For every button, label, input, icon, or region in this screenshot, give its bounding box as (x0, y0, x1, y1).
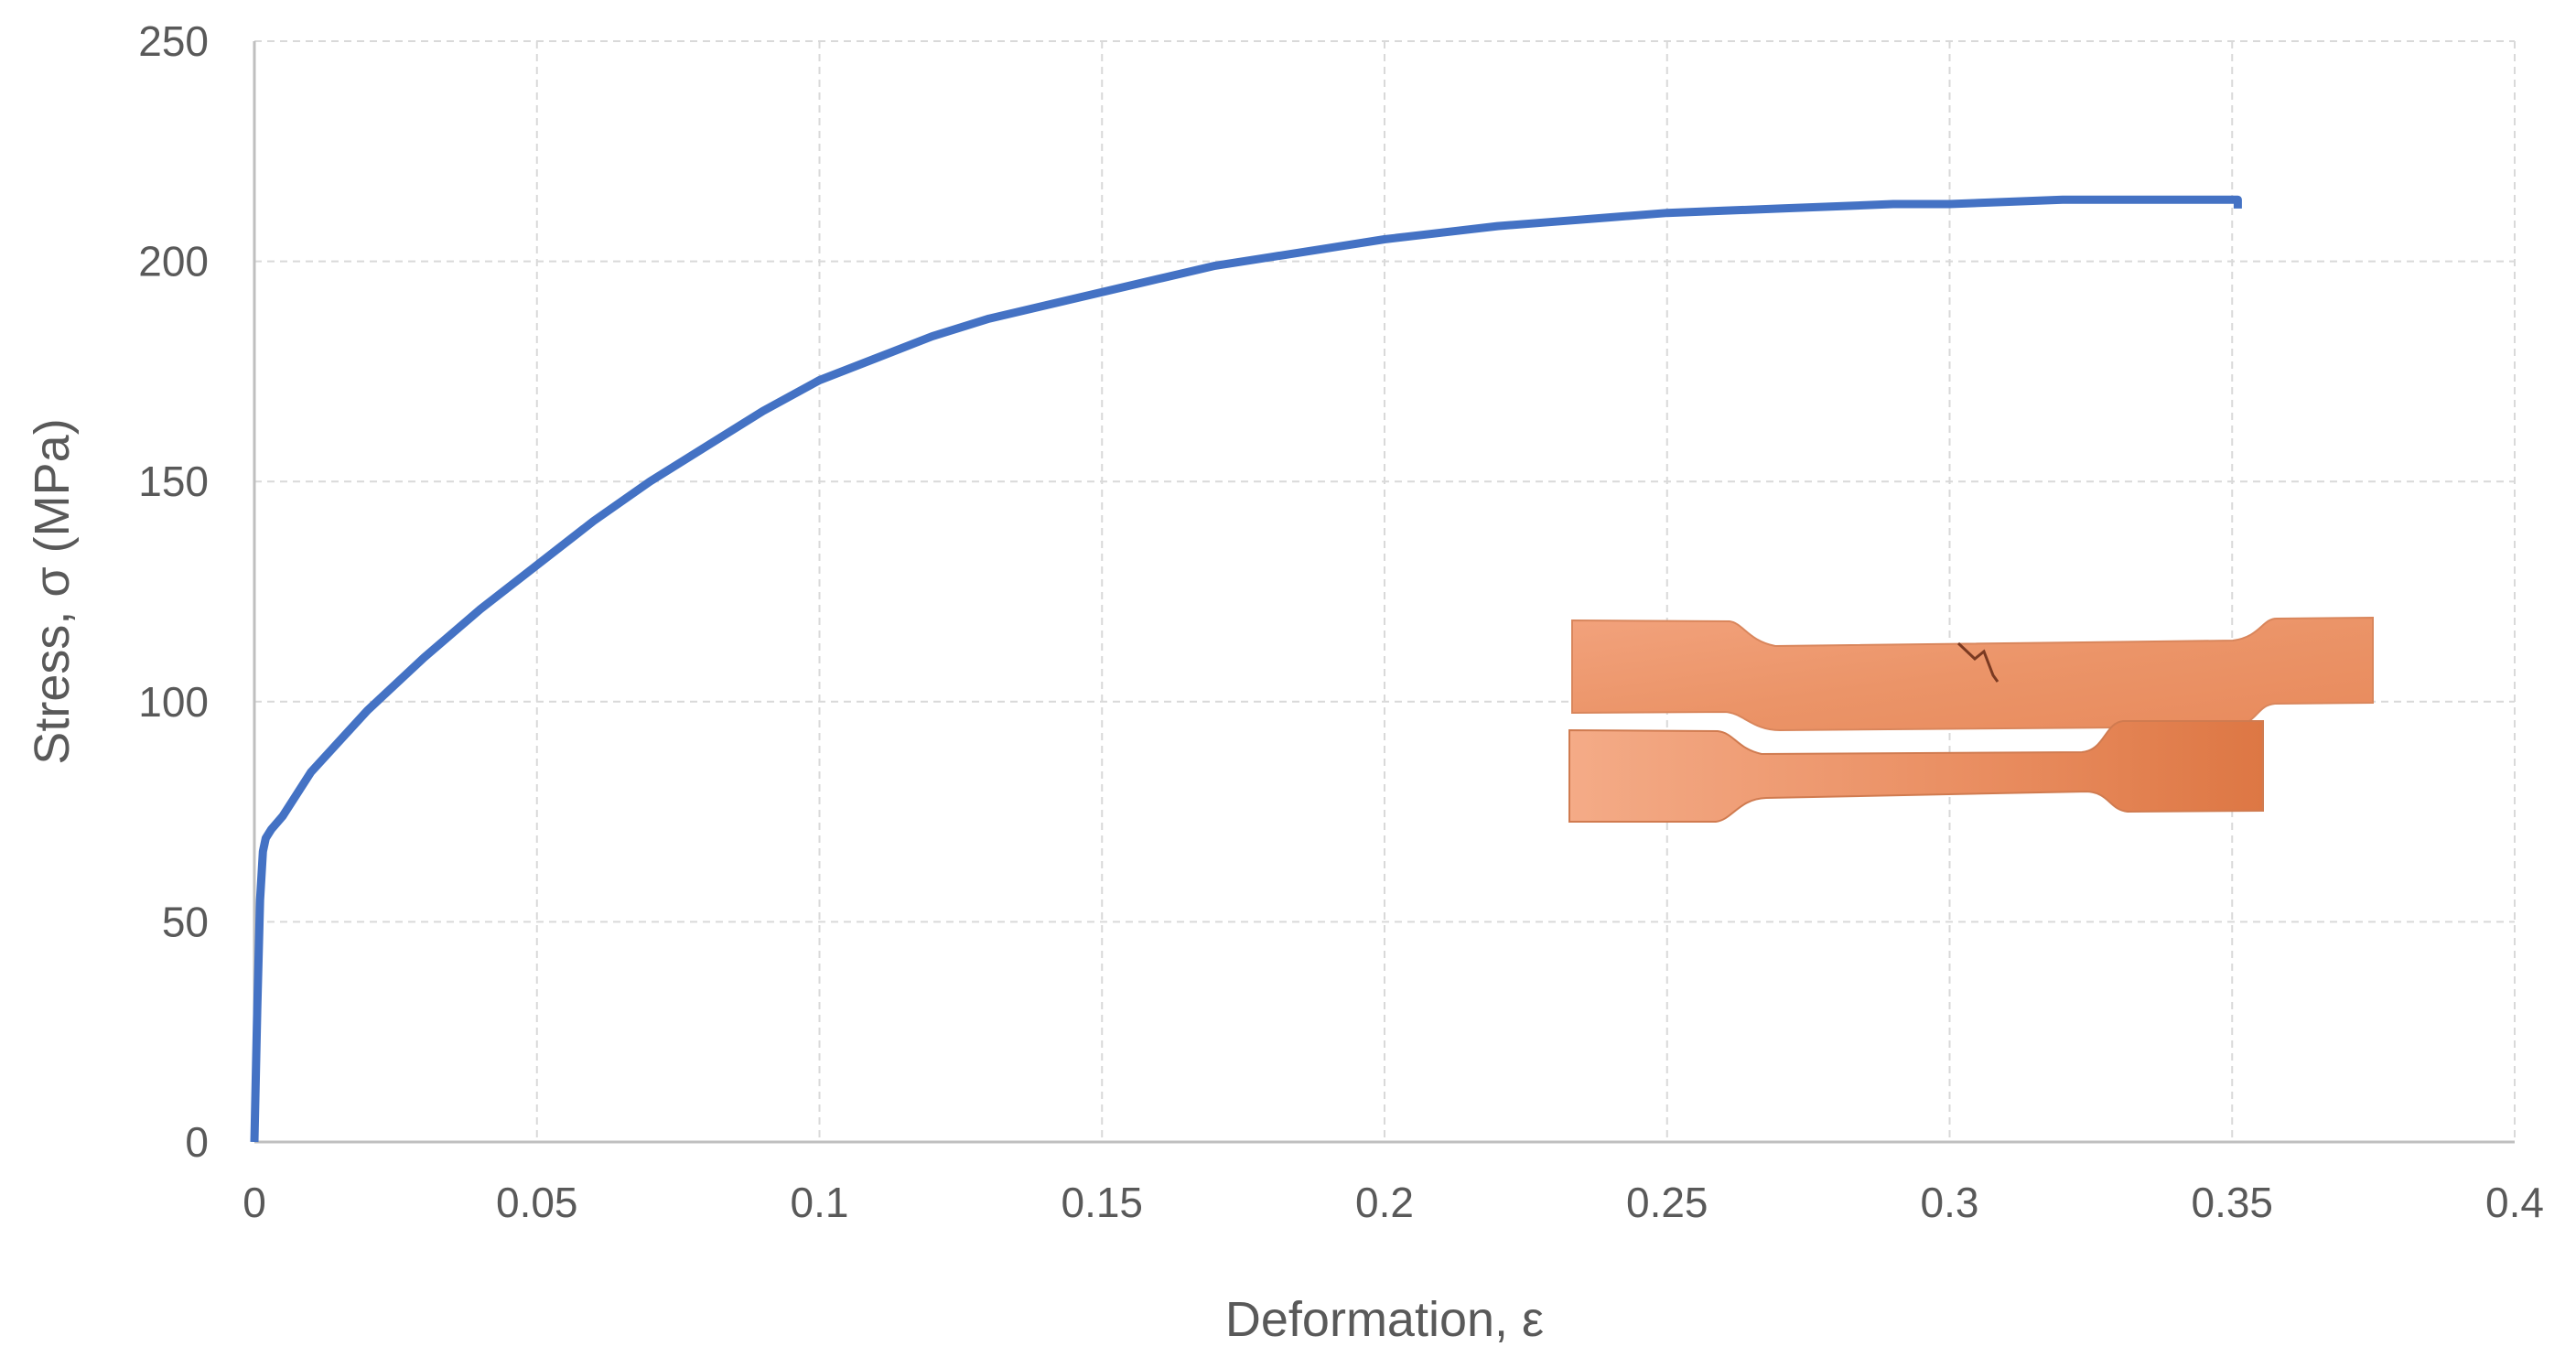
x-tick-label: 0.2 (1355, 1179, 1414, 1226)
x-tick-label: 0.1 (791, 1179, 849, 1226)
tensile-specimens-photo (1568, 616, 2374, 823)
y-tick-label: 200 (138, 238, 209, 285)
specimen-upper (1571, 616, 2374, 732)
y-tick-label: 100 (138, 678, 209, 726)
grid (254, 40, 2516, 1142)
x-tick-label: 0.3 (1921, 1179, 1979, 1226)
axis-titles: Deformation, ε Stress, σ (MPa) (25, 418, 1544, 1347)
x-tick-label: 0.25 (1626, 1179, 1708, 1226)
x-tick-label: 0 (243, 1179, 266, 1226)
axes (253, 41, 2515, 1144)
fracture-line (1956, 641, 1999, 683)
stress-strain-curve (250, 195, 2242, 1143)
x-tick-label: 0.35 (2191, 1179, 2273, 1226)
specimen-lower (1568, 720, 2264, 823)
y-tick-label: 150 (138, 458, 209, 505)
x-tick-label: 0.4 (2485, 1179, 2544, 1226)
x-axis-title: Deformation, ε (1225, 1292, 1544, 1347)
y-axis-title: Stress, σ (MPa) (25, 418, 80, 764)
tick-labels: 0 0.05 0.1 0.15 0.2 0.25 0.3 0.35 0.4 0 50 100 150 20… (138, 17, 2544, 1226)
series (250, 195, 2242, 1143)
x-tick-label: 0.05 (496, 1179, 578, 1226)
y-tick-label: 250 (138, 17, 209, 65)
y-tick-label: 50 (162, 898, 209, 945)
x-tick-label: 0.15 (1061, 1179, 1143, 1226)
y-tick-label: 0 (185, 1118, 209, 1166)
